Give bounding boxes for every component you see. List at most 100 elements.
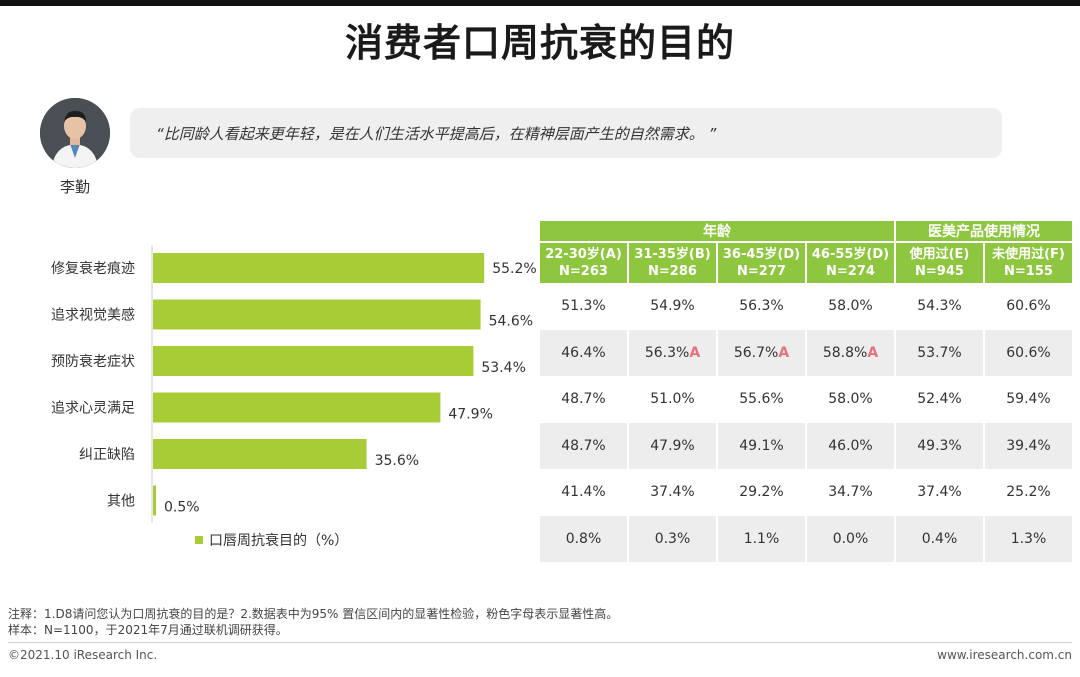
- column-sample-size: N=277: [737, 264, 786, 279]
- table-cell: 0.3%: [629, 515, 716, 562]
- category-label: 纠正缺陷: [79, 447, 135, 463]
- table-cell: 52.4%: [896, 376, 983, 423]
- table-column-cell: 未使用过(F) N=155: [985, 241, 1072, 283]
- cell-value: 48.7%: [561, 437, 606, 454]
- table-cell: 51.3%: [540, 283, 627, 330]
- cell-value: 0.8%: [565, 530, 602, 547]
- table-cell: 37.4%: [629, 469, 716, 516]
- table-cell: 56.7%A: [718, 329, 805, 376]
- cell-value: 53.7%: [917, 344, 962, 361]
- table-cell: 0.0%: [807, 515, 894, 562]
- cell-value: 46.0%: [828, 437, 873, 454]
- table-cell: 54.3%: [896, 283, 983, 330]
- cell-value: 56.3%: [739, 298, 784, 315]
- value-label: 55.2%: [492, 261, 536, 277]
- cell-value: 49.3%: [917, 437, 962, 454]
- site-url: www.iresearch.com.cn: [937, 648, 1072, 662]
- column-label: 46-55岁(D): [811, 247, 890, 262]
- value-label: 53.4%: [481, 360, 525, 376]
- category-label: 其他: [107, 494, 135, 510]
- table-row: 48.7% 47.9% 49.1% 46.0% 49.3% 39.4%: [540, 422, 1072, 469]
- table-column-cell: 46-55岁(D) N=274: [807, 241, 894, 283]
- table-cell: 1.1%: [718, 515, 805, 562]
- column-label: 未使用过(F): [992, 247, 1065, 262]
- column-sample-size: N=286: [648, 264, 697, 279]
- cell-value: 34.7%: [828, 484, 873, 501]
- category-label: 修复衰老痕迹: [51, 260, 135, 277]
- table-row: 0.8% 0.3% 1.1% 0.0% 0.4% 1.3%: [540, 515, 1072, 562]
- bar: [153, 485, 156, 516]
- column-label: 31-35岁(B): [634, 247, 711, 262]
- quote-text: “比同龄人看起来更年轻，是在人们生活水平提高后，在精神层面产生的自然需求。 ”: [156, 125, 717, 143]
- column-label: 22-30岁(A): [545, 247, 622, 262]
- significance-marker: A: [689, 344, 701, 361]
- table-group-header: 年龄 医美产品使用情况: [540, 221, 1072, 241]
- table-cell: 49.3%: [896, 422, 983, 469]
- table-group-cell: 医美产品使用情况: [896, 221, 1072, 241]
- table-cell: 56.3%A: [629, 329, 716, 376]
- table-cell: 51.0%: [629, 376, 716, 423]
- quote-box: “比同龄人看起来更年轻，是在人们生活水平提高后，在精神层面产生的自然需求。 ”: [130, 108, 1002, 158]
- table-column-header: 22-30岁(A) N=263 31-35岁(B) N=286 36-45岁(D) N=2…: [540, 241, 1072, 283]
- significance-marker: A: [867, 344, 879, 361]
- footnote-note: 注释：1.D8请问您认为口周抗衰的目的是？2.数据表中为95% 置信区间内的显著…: [8, 607, 619, 621]
- cell-value: 1.1%: [743, 530, 780, 547]
- page-title: 消费者口周抗衰的目的: [344, 21, 735, 65]
- cell-value: 60.6%: [1006, 344, 1051, 361]
- column-label: 36-45岁(D): [722, 247, 801, 262]
- table-column-cell: 36-45岁(D) N=277: [718, 241, 805, 283]
- table-column-cell: 22-30岁(A) N=263: [540, 241, 627, 283]
- copyright: ©2021.10 iResearch Inc.: [8, 648, 158, 662]
- table-row: 48.7% 51.0% 55.6% 58.0% 52.4% 59.4%: [540, 376, 1072, 423]
- table-cell: 41.4%: [540, 469, 627, 516]
- column-sample-size: N=274: [826, 264, 875, 279]
- cell-value: 51.0%: [650, 391, 695, 408]
- cell-value: 54.9%: [650, 298, 695, 315]
- cell-value: 0.0%: [832, 530, 869, 547]
- avatar: [40, 98, 110, 168]
- table-cell: 0.8%: [540, 515, 627, 562]
- cell-value: 47.9%: [650, 437, 695, 454]
- footer-divider: [8, 642, 1072, 643]
- table-cell: 49.1%: [718, 422, 805, 469]
- table-cell: 53.7%: [896, 329, 983, 376]
- footnote-sample: 样本：N=1100，于2021年7月通过联机调研获得。: [8, 623, 288, 637]
- table-cell: 47.9%: [629, 422, 716, 469]
- table-cell: 34.7%: [807, 469, 894, 516]
- value-label: 0.5%: [164, 500, 200, 516]
- table-cell: 48.7%: [540, 422, 627, 469]
- column-sample-size: N=945: [915, 264, 964, 279]
- cell-value: 59.4%: [1006, 391, 1051, 408]
- table-cell: 0.4%: [896, 515, 983, 562]
- cell-value: 29.2%: [739, 484, 784, 501]
- bar: [153, 346, 474, 376]
- footnote: 注释：1.D8请问您认为口周抗衰的目的是？2.数据表中为95% 置信区间内的显著…: [8, 606, 618, 638]
- top-bar: [0, 0, 1080, 6]
- cell-value: 46.4%: [561, 344, 606, 361]
- table-cell: 29.2%: [718, 469, 805, 516]
- table-cell: 46.0%: [807, 422, 894, 469]
- value-label: 47.9%: [448, 407, 492, 423]
- cell-value: 55.6%: [739, 391, 784, 408]
- bar-chart: 修复衰老痕迹 55.2% 追求视觉美感 54.6% 预防衰老症状 53.4% 追求心灵满足 4…: [51, 245, 537, 523]
- table-cell: 56.3%: [718, 283, 805, 330]
- table-cell: 1.3%: [985, 515, 1072, 562]
- table-cell: 25.2%: [985, 469, 1072, 516]
- table-column-cell: 31-35岁(B) N=286: [629, 241, 716, 283]
- cell-value: 58.0%: [828, 298, 873, 315]
- column-label: 使用过(E): [909, 247, 970, 262]
- table-cell: 58.0%: [807, 376, 894, 423]
- category-label: 追求心灵满足: [51, 401, 135, 417]
- table-row: 46.4% 56.3%A 56.7%A 58.8%A 53.7% 60.6%: [540, 329, 1072, 376]
- chart-legend: 口唇周抗衰目的（%）: [195, 530, 348, 550]
- cell-value: 37.4%: [917, 484, 962, 501]
- cell-value: 49.1%: [739, 437, 784, 454]
- cell-value: 25.2%: [1006, 484, 1051, 501]
- cell-value: 0.3%: [654, 530, 691, 547]
- table-cell: 60.6%: [985, 329, 1072, 376]
- table-column-cell: 使用过(E) N=945: [896, 241, 983, 283]
- table-cell: 55.6%: [718, 376, 805, 423]
- cell-value: 39.4%: [1006, 437, 1051, 454]
- table-cell: 58.8%A: [807, 329, 894, 376]
- legend-label: 口唇周抗衰目的（%）: [209, 533, 349, 549]
